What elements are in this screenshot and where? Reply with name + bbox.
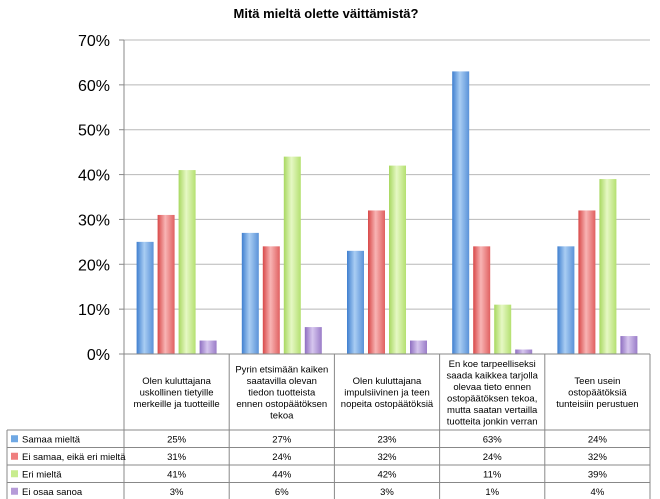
bar (283, 156, 301, 354)
bar (452, 71, 470, 355)
data-cell: 1% (485, 487, 499, 498)
y-tick-label: 20% (78, 257, 110, 274)
legend-label: Samaa mieltä (22, 434, 81, 445)
category-label-line: Teen usein (574, 376, 620, 387)
data-cell: 11% (483, 469, 502, 480)
legend-swatch (11, 487, 18, 495)
legend-label: Eri mieltä (22, 469, 62, 480)
bar (157, 214, 175, 354)
y-tick-label: 70% (78, 33, 110, 50)
y-tick-label: 40% (78, 168, 110, 185)
legend-label: Ei osaa sanoa (22, 487, 83, 498)
data-cell: 23% (377, 434, 397, 445)
data-cell: 42% (377, 469, 397, 480)
bar (389, 165, 406, 354)
chart-title: Mitä mieltä olette väittämistä? (234, 6, 419, 21)
category-label-line: Olen kuluttajana (353, 376, 422, 387)
category-label: Olen kuluttajana uskollinen tietyille merk… (134, 376, 220, 410)
bar (241, 232, 259, 354)
legend-swatch (11, 470, 18, 478)
category-label-line: tuotteita jonkin verran (447, 416, 538, 427)
category-label-line: saatavilla olevan (247, 376, 317, 387)
category-label-line: impulsiivinen ja teen (344, 388, 430, 399)
category-label-line: uskollinen tietyille (140, 388, 214, 399)
data-cell: 25% (167, 434, 187, 445)
bar (368, 210, 385, 354)
category-label-line: nopeita ostopäätöksiä (341, 399, 434, 410)
y-tick-label: 10% (78, 302, 110, 319)
bar (578, 210, 596, 354)
data-cell: 27% (272, 434, 292, 445)
category-label: Olen kuluttajana impulsiivinen ja teen nop… (341, 376, 434, 410)
category-labels: Olen kuluttajana uskollinen tietyille merk… (134, 359, 639, 428)
bar (557, 246, 575, 354)
bar (304, 327, 322, 354)
bar (599, 179, 617, 354)
data-cell: 44% (272, 469, 292, 480)
bar (347, 250, 364, 354)
category-label-line: ostopäätöksen tekoa, (447, 393, 537, 404)
data-cell: 39% (588, 469, 608, 480)
legend: Samaa mieltä Ei samaa, eikä eri mieltä Eri… (11, 434, 126, 498)
data-cell: 6% (275, 487, 289, 498)
bars (136, 71, 638, 355)
bar (178, 170, 196, 354)
y-tick-label: 30% (78, 212, 110, 229)
bar (262, 246, 280, 354)
bar (620, 336, 638, 354)
y-tick-label: 0% (87, 347, 110, 364)
category-label-line: En koe tarpeelliseksi (449, 359, 536, 370)
category-label: Teen usein ostopäätöksiä tunteisiin perust… (556, 376, 638, 410)
category-label-line: Pyrin etsimään kaiken (235, 365, 328, 376)
category-label-line: saada kaikkea tarjolla (447, 370, 539, 381)
y-tick-label: 60% (78, 78, 110, 95)
data-table-cells: 25% 27% 23% 63% 24% 31% 24% 32% 24% 32% 41% 44% 42% 1… (167, 434, 607, 498)
data-cell: 4% (591, 487, 605, 498)
data-cell: 24% (588, 434, 608, 445)
y-axis-ticks: 0% 10% 20% 30% 40% 50% 60% 70% (78, 33, 110, 364)
bar (199, 340, 217, 354)
data-cell: 32% (588, 452, 608, 463)
category-label-line: Olen kuluttajana (142, 376, 211, 387)
category-label-line: olevaa tieto ennen (453, 382, 531, 393)
bar (515, 349, 533, 354)
data-cell: 31% (167, 452, 187, 463)
category-label-line: tunteisiin perustuen (556, 399, 638, 410)
category-label-line: ennen ostopäätöksen (236, 399, 327, 410)
data-cell: 24% (483, 452, 503, 463)
bar (136, 241, 154, 354)
legend-swatch (11, 452, 18, 460)
legend-label: Ei samaa, eikä eri mieltä (22, 452, 126, 463)
data-cell: 63% (483, 434, 503, 445)
category-label-line: tiedon tuotteista (248, 388, 316, 399)
category-label: Pyrin etsimään kaiken saatavilla olevan ti… (235, 365, 328, 422)
category-label-line: mutta saatan vertailla (447, 405, 538, 416)
data-table (6, 353, 651, 499)
y-tick-label: 50% (78, 123, 110, 140)
gridlines (119, 39, 650, 355)
bar (494, 304, 512, 354)
data-cell: 3% (380, 487, 394, 498)
data-cell: 24% (272, 452, 292, 463)
bar (410, 340, 427, 354)
data-cell: 3% (170, 487, 184, 498)
legend-swatch (11, 435, 18, 443)
bar (473, 246, 491, 354)
data-cell: 41% (167, 469, 187, 480)
category-label-line: tekoa (270, 411, 294, 422)
category-label-line: merkeille ja tuotteille (134, 399, 220, 410)
category-label: En koe tarpeelliseksi saada kaikkea tarjo… (447, 359, 539, 428)
category-label-line: ostopäätöksiä (568, 388, 627, 399)
data-cell: 32% (377, 452, 397, 463)
